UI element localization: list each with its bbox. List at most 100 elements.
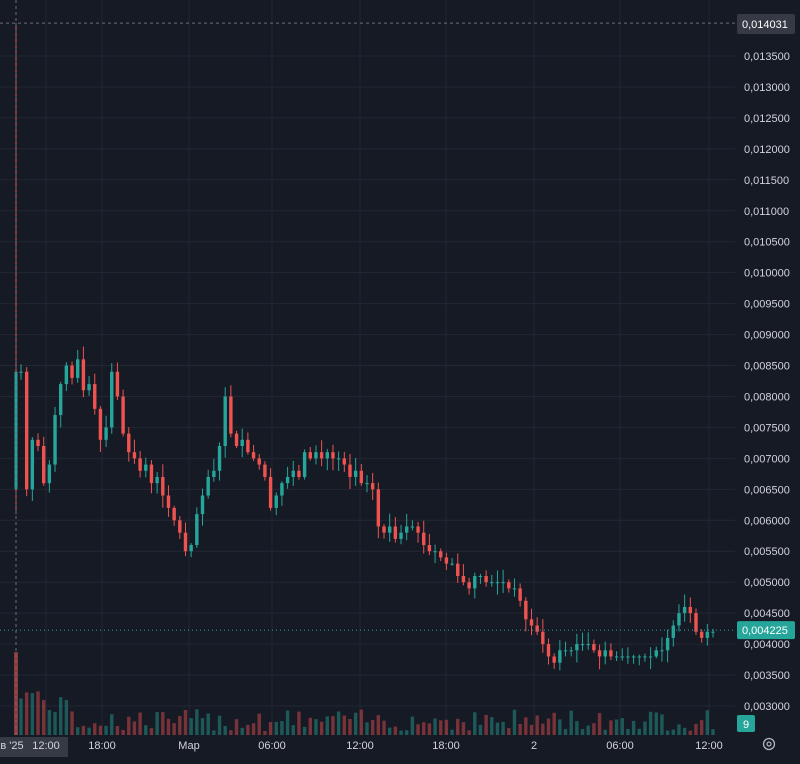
volume-bar bbox=[405, 730, 409, 735]
candle-body bbox=[251, 452, 256, 459]
candle-body bbox=[450, 563, 454, 565]
candle-body bbox=[473, 576, 477, 589]
candle-body bbox=[325, 452, 329, 459]
volume-bar bbox=[353, 712, 358, 735]
candle-body bbox=[626, 656, 630, 658]
candle-body bbox=[138, 458, 142, 471]
candle-body bbox=[297, 470, 301, 477]
candle-body bbox=[444, 557, 449, 564]
candle-body bbox=[104, 427, 108, 440]
volume-bar bbox=[183, 709, 188, 735]
price-tick-label: 0,013500 bbox=[744, 51, 790, 63]
price-tick-label: 0,003500 bbox=[744, 670, 790, 682]
candle-body bbox=[541, 631, 545, 645]
candle-body bbox=[416, 526, 420, 533]
volume-bar bbox=[603, 729, 607, 735]
price-tick-label: 0,011500 bbox=[744, 175, 789, 187]
candle-body bbox=[592, 644, 596, 651]
volume-bar bbox=[699, 720, 704, 735]
crosshair-price-badge bbox=[737, 14, 795, 34]
volume-bar bbox=[682, 727, 687, 735]
volume-bar bbox=[654, 712, 658, 735]
candle-body bbox=[512, 588, 517, 590]
candle-body bbox=[507, 582, 511, 589]
candle-body bbox=[603, 650, 607, 657]
price-tick-label: 0,004000 bbox=[744, 639, 790, 651]
price-tick-label: 0,003000 bbox=[744, 701, 790, 713]
candle-body bbox=[98, 408, 103, 440]
volume-bar bbox=[331, 716, 335, 735]
volume-bar bbox=[308, 717, 312, 735]
candle-body bbox=[274, 495, 278, 508]
settings-gear-icon[interactable] bbox=[758, 733, 780, 755]
candle-body bbox=[217, 446, 222, 471]
candle-body bbox=[586, 644, 590, 646]
volume-bar bbox=[580, 729, 585, 735]
candle-body bbox=[36, 439, 40, 446]
candle-body bbox=[76, 359, 80, 378]
candle-body bbox=[654, 650, 658, 657]
candle-body bbox=[490, 582, 494, 584]
volume-bar bbox=[433, 718, 437, 735]
candle-body bbox=[24, 371, 29, 490]
volume-bar bbox=[422, 722, 426, 735]
candle-body bbox=[518, 588, 522, 601]
candle-body bbox=[643, 656, 647, 658]
candle-body bbox=[558, 650, 562, 663]
candle-body bbox=[302, 452, 307, 477]
volume-bar bbox=[325, 716, 329, 735]
candle-body bbox=[620, 656, 624, 658]
time-axis[interactable]: 18:00 Мар 06:00 12:00 18:00 2 06:00 12:00 в '25 1… bbox=[0, 737, 723, 757]
candle-body bbox=[399, 532, 403, 539]
volume-bar bbox=[274, 721, 278, 735]
volume-bar bbox=[387, 727, 392, 735]
candle-body bbox=[410, 526, 415, 528]
candle-body bbox=[353, 470, 358, 477]
price-tick-label: 0,012000 bbox=[744, 144, 790, 156]
candle-body bbox=[172, 507, 176, 521]
price-tick-label: 0,004500 bbox=[744, 608, 790, 620]
volume-bar bbox=[206, 713, 210, 735]
candle-body bbox=[41, 446, 46, 484]
price-tick-label: 0,010000 bbox=[744, 268, 790, 280]
candle-body bbox=[699, 631, 704, 638]
candle-body bbox=[546, 644, 551, 657]
candle-body bbox=[110, 371, 114, 428]
volume-bar bbox=[132, 721, 137, 735]
time-tick-label: 12:00 bbox=[346, 740, 374, 752]
volume-bar bbox=[144, 725, 148, 735]
volume-bar bbox=[212, 730, 216, 735]
volume-bar bbox=[563, 729, 568, 735]
time-tick-label: Мар bbox=[178, 740, 200, 752]
volume-bar bbox=[512, 709, 517, 735]
candle-body bbox=[280, 483, 284, 496]
volume-bar bbox=[370, 719, 375, 735]
price-axis[interactable]: 0,013500 0,013000 0,012500 0,012000 0,011500… bbox=[737, 14, 795, 732]
price-tick-label: 0,006000 bbox=[744, 515, 790, 527]
candle-body bbox=[694, 613, 698, 632]
volume-bar bbox=[592, 723, 596, 735]
candle-body bbox=[501, 582, 505, 584]
candle-body bbox=[387, 526, 392, 533]
time-tick-label: 06:00 bbox=[606, 740, 634, 752]
price-tick-label: 0,008000 bbox=[744, 391, 790, 403]
volume-bar bbox=[223, 725, 227, 735]
candle-body bbox=[614, 656, 619, 658]
volume-bar bbox=[76, 727, 80, 735]
candle-body bbox=[342, 458, 347, 465]
candle-body bbox=[336, 458, 341, 460]
candle-body bbox=[467, 582, 471, 589]
volume-bar bbox=[70, 711, 74, 735]
volume-bar bbox=[416, 724, 420, 735]
candle-body bbox=[189, 545, 193, 552]
volume-bar bbox=[36, 691, 40, 735]
volume-bar bbox=[189, 718, 193, 735]
price-tick-label: 0,009000 bbox=[744, 330, 790, 342]
volume-bar bbox=[382, 720, 386, 735]
candle-body bbox=[53, 415, 57, 465]
candle-body bbox=[660, 650, 664, 652]
candle-body bbox=[682, 606, 687, 614]
candle-body bbox=[240, 439, 244, 446]
